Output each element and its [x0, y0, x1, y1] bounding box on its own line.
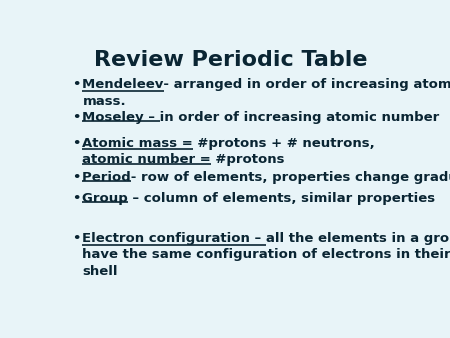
- Text: Period- row of elements, properties change gradually: Period- row of elements, properties chan…: [82, 171, 450, 184]
- Text: •: •: [72, 111, 80, 124]
- Text: Atomic mass = #protons + # neutrons,
atomic number = #protons: Atomic mass = #protons + # neutrons, ato…: [82, 137, 375, 166]
- Text: Review Periodic Table: Review Periodic Table: [94, 50, 367, 70]
- Text: Moseley – in order of increasing atomic number: Moseley – in order of increasing atomic …: [82, 111, 440, 124]
- Text: •: •: [72, 171, 80, 184]
- Text: Electron configuration – all the elements in a group
have the same configuration: Electron configuration – all the element…: [82, 232, 450, 278]
- Text: •: •: [72, 192, 80, 204]
- Text: •: •: [72, 78, 80, 91]
- Text: Mendeleev- arranged in order of increasing atomic
mass.: Mendeleev- arranged in order of increasi…: [82, 78, 450, 108]
- Text: •: •: [72, 232, 80, 245]
- Text: •: •: [72, 137, 80, 150]
- Text: Group – column of elements, similar properties: Group – column of elements, similar prop…: [82, 192, 436, 204]
